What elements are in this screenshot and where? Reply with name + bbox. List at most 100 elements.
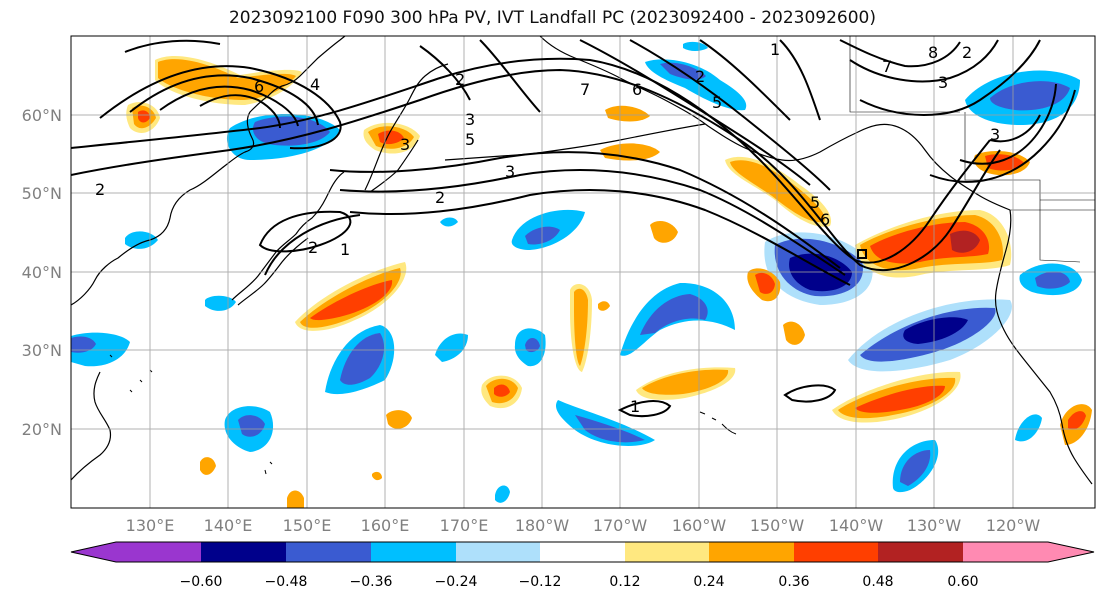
alaska-coastline <box>539 36 1011 211</box>
contour-label: 7 <box>580 80 590 99</box>
pv-negative-region <box>525 337 540 353</box>
contour-label: 6 <box>254 77 264 96</box>
colorbar-extend-low <box>71 542 116 562</box>
colorbar-swatch <box>625 542 709 562</box>
pv-negative-region <box>640 294 708 335</box>
kamchatka-coastline <box>369 139 419 193</box>
pv-positive-region <box>855 385 945 413</box>
lon-label: 150°E <box>283 516 332 535</box>
colorbar-tick-label: −0.24 <box>435 574 478 590</box>
pv-positive-region <box>598 301 610 311</box>
pacific-islands <box>109 354 273 475</box>
pv-positive-region <box>605 105 650 122</box>
contour-label: 5 <box>810 193 820 212</box>
contour-label: 2 <box>95 180 105 199</box>
contour-label: 4 <box>310 75 320 94</box>
pv-positive-region <box>783 321 805 345</box>
lon-label: 120°W <box>986 516 1041 535</box>
pv-positive-region <box>1068 411 1086 430</box>
colorbar-swatch <box>116 542 201 562</box>
lon-label: 150°W <box>750 516 805 535</box>
aleutian-islands <box>444 123 706 161</box>
pv-negative-region <box>435 333 468 362</box>
colorbar-tick-label: −0.60 <box>180 574 223 590</box>
lat-label: 40°N <box>22 263 62 282</box>
japan-coastline <box>237 237 309 306</box>
colorbar-swatch <box>201 542 286 562</box>
ivt-contours <box>71 39 1076 418</box>
kamchatka-coastline <box>364 63 449 191</box>
pv-negative-region <box>71 336 96 353</box>
pv-positive-region <box>950 230 980 253</box>
contour-label: 5 <box>465 130 475 149</box>
lat-labels: 60°N 50°N 40°N 30°N 20°N <box>22 106 62 439</box>
lon-label: 130°E <box>126 516 175 535</box>
lon-label: 160°W <box>672 516 727 535</box>
contour-label: 1 <box>340 240 350 259</box>
colorbar-swatch <box>794 542 878 562</box>
colorbar-tick-label: 0.60 <box>947 574 978 590</box>
colorbar-extend-high <box>1048 542 1094 562</box>
colorbar-swatch <box>963 542 1048 562</box>
lon-label: 180°W <box>515 516 570 535</box>
lon-label: 170°W <box>593 516 648 535</box>
pv-anomaly-fill <box>71 41 1092 508</box>
pv-positive-region <box>494 384 510 397</box>
colorbar-outline <box>70 541 1095 563</box>
pv-negative-region <box>903 317 968 344</box>
contour-label: 1 <box>630 397 640 416</box>
contour-label: 2 <box>695 67 705 86</box>
pv-positive-region <box>372 471 382 481</box>
asia-coastline <box>71 371 112 481</box>
pv-negative-region <box>1035 271 1070 289</box>
contour-label: 6 <box>632 80 642 99</box>
pv-negative-region <box>683 41 708 51</box>
contour-label: 2 <box>962 43 972 62</box>
contour-label: 6 <box>820 210 830 229</box>
lon-label: 130°W <box>907 516 962 535</box>
contour-label: 8 <box>928 43 938 62</box>
contour-label: 3 <box>990 125 1000 144</box>
border-lines <box>849 36 1095 263</box>
colorbar-swatch <box>286 542 371 562</box>
chart-title: 2023092100 F090 300 hPa PV, IVT Landfall… <box>228 8 876 28</box>
colorbar-swatch <box>878 542 963 562</box>
pv-positive-region <box>574 288 588 366</box>
colorbar-tick-label: −0.48 <box>265 574 308 590</box>
colorbar-tick-label: 0.48 <box>862 574 893 590</box>
pv-negative-region <box>252 116 330 146</box>
hawaii-islands <box>699 411 737 435</box>
contour-label: 2 <box>435 188 445 207</box>
contour-label: 3 <box>938 73 948 92</box>
pv-positive-region <box>600 143 660 161</box>
pv-positive-region <box>650 220 678 243</box>
coastlines <box>71 36 1095 485</box>
pv-positive-region <box>386 410 412 429</box>
pv-negative-region <box>238 415 265 437</box>
colorbar-swatch <box>709 542 794 562</box>
lon-label: 170°E <box>440 516 489 535</box>
lat-label: 60°N <box>22 106 62 125</box>
lon-labels: 130°E 140°E 150°E 160°E 170°E 180°W 170°… <box>126 516 1041 535</box>
contour-label: 1 <box>770 40 780 59</box>
contour-label: 3 <box>400 135 410 154</box>
pv-positive-region <box>642 369 729 395</box>
colorbar-tick-label: −0.36 <box>350 574 393 590</box>
lon-label: 140°W <box>829 516 884 535</box>
pv-positive-region <box>310 280 393 321</box>
pv-negative-region <box>1015 414 1042 442</box>
pv-positive-region <box>200 457 216 475</box>
colorbar-tick-label: 0.24 <box>693 574 724 590</box>
lat-label: 50°N <box>22 184 62 203</box>
pv-positive-region <box>755 272 775 294</box>
lon-label: 160°E <box>361 516 410 535</box>
pv-positive-region <box>138 110 150 123</box>
colorbar-tick-label: −0.12 <box>519 574 562 590</box>
colorbar-swatch <box>540 542 625 562</box>
contour-label: 3 <box>505 162 515 181</box>
pv-negative-region <box>990 81 1070 111</box>
pv-negative-region <box>440 217 458 227</box>
colorbar-swatch <box>371 542 456 562</box>
contour-label: 2 <box>455 70 465 89</box>
contour-label: 7 <box>882 57 892 76</box>
